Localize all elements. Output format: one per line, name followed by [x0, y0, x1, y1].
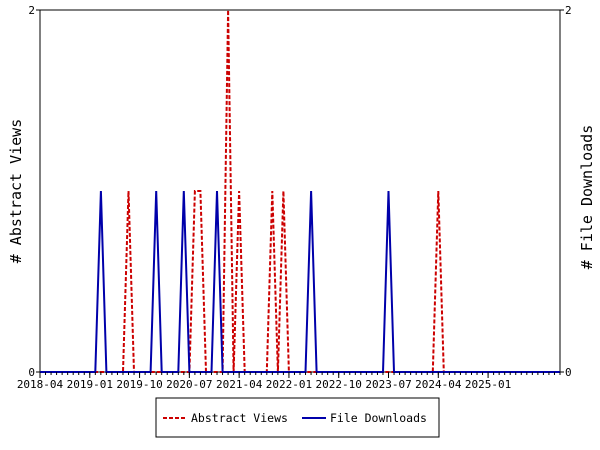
x-tick-label: 2020-07 — [166, 378, 212, 391]
legend-label-file-downloads: File Downloads — [330, 411, 427, 425]
y-right-tick-label: 0 — [565, 366, 572, 379]
x-tick-label: 2018-04 — [17, 378, 64, 391]
x-axis: 2018-04 2019-01 2019-10 2020-07 2021-04 2022-… — [17, 372, 561, 391]
series-line-abstract-views — [40, 9, 560, 373]
y-axis: 0 0 2 2 — [28, 4, 571, 379]
x-tick-label: 2022-10 — [316, 378, 362, 391]
plot-area — [39, 9, 561, 373]
x-tick-label: 2024-04 — [415, 378, 462, 391]
y-axis-right-title: # File Downloads — [578, 125, 596, 270]
legend: Abstract Views File Downloads — [155, 397, 440, 438]
x-tick-label: 2019-10 — [116, 378, 162, 391]
y-right-tick-label: 2 — [565, 4, 572, 17]
x-tick-label: 2025-01 — [465, 378, 511, 391]
x-tick-label: 2021-04 — [216, 378, 263, 391]
y-left-tick-label: 2 — [28, 4, 35, 17]
plot-frame — [39, 9, 561, 373]
x-tick-label: 2022-01 — [266, 378, 312, 391]
legend-box — [155, 397, 440, 438]
y-left-tick-label: 0 — [28, 366, 35, 379]
legend-label-abstract-views: Abstract Views — [191, 411, 288, 425]
x-tick-label: 2023-07 — [365, 378, 411, 391]
x-tick-label: 2019-01 — [67, 378, 113, 391]
series-line-file-downloads — [40, 190, 560, 373]
y-axis-left-title: # Abstract Views — [7, 119, 25, 264]
